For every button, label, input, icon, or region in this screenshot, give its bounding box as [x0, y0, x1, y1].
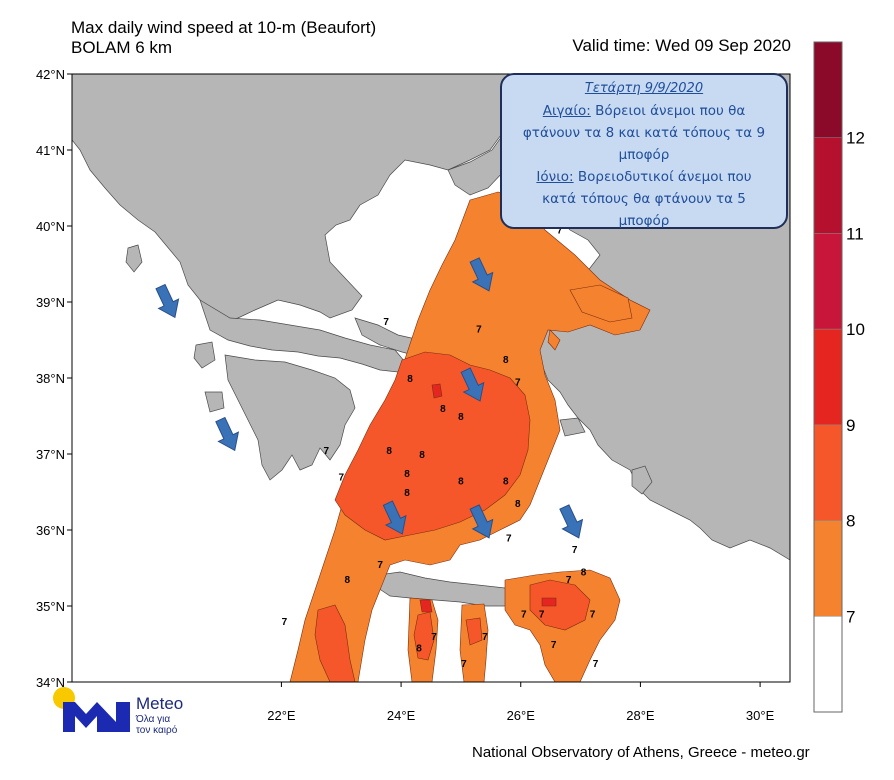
ionian-text-2: κατά τόπους θα φτάνουν τα 5: [542, 191, 746, 207]
contour-label: 7: [377, 560, 383, 571]
contour-label: 7: [539, 609, 545, 620]
lat-label: 34°N: [36, 675, 65, 690]
lat-label: 40°N: [36, 219, 65, 234]
colorbar-label: 9: [846, 416, 855, 435]
logo-tagline-2: τον καιρό: [136, 725, 178, 736]
wind-direction-arrow-icon: [469, 257, 494, 292]
lat-label: 35°N: [36, 599, 65, 614]
lon-label: 30°E: [746, 708, 775, 723]
logo-name: Meteo: [136, 694, 184, 713]
colorbar-label: 11: [846, 224, 864, 243]
wind-direction-arrow-icon: [215, 416, 240, 452]
lon-label: 26°E: [507, 708, 536, 723]
contour-label: 7: [551, 640, 557, 651]
colorbar-segment: [813, 328, 843, 426]
contour-label: 7: [521, 609, 527, 620]
aegean-text-1: Βόρειοι άνεμοι που θα: [590, 103, 746, 119]
contour-label: 8: [503, 355, 509, 366]
contour-label: 8: [419, 450, 425, 461]
contour-label: 8: [407, 374, 413, 385]
ionian-text-1: Βορειοδυτικοί άνεμοι που: [573, 169, 752, 185]
contour-label: 7: [476, 324, 482, 335]
ionian-text-3: μποφόρ: [618, 213, 670, 229]
colorbar: 12 11 10 9 8 7: [813, 41, 865, 713]
contour-labels: 7777878887888788887787787777778777: [282, 218, 599, 670]
lat-label: 39°N: [36, 295, 65, 310]
contour-label: 8: [440, 404, 446, 415]
colorbar-label: 12: [846, 129, 865, 148]
colorbar-segment: [813, 520, 843, 617]
contour-label: 8: [515, 499, 521, 510]
contour-label: 7: [566, 575, 572, 586]
contour-label: 8: [404, 469, 410, 480]
valid-time: Valid time: Wed 09 Sep 2020: [572, 36, 791, 55]
wind-direction-arrow-icon: [460, 367, 485, 402]
contour-label: 8: [386, 446, 392, 457]
contour-label: 7: [482, 632, 488, 643]
contour-label: 7: [506, 533, 512, 544]
wind-level-8: [314, 351, 591, 682]
lon-label: 22°E: [267, 708, 296, 723]
contour-label: 8: [458, 476, 464, 487]
wind-direction-arrow-icon: [382, 500, 407, 535]
meteo-logo-text: Meteo Όλα για τον καιρό: [136, 694, 183, 736]
callout-date: Τετάρτη 9/9/2020: [584, 81, 704, 96]
colorbar-segment: [813, 233, 843, 330]
aegean-text-3: μποφόρ: [618, 147, 670, 163]
forecast-callout: Τετάρτη 9/9/2020 Αιγαίο: Βόρειοι άνεμοι …: [500, 73, 788, 229]
ionian-label: Ιόνιο:: [536, 169, 574, 185]
colorbar-label: 7: [846, 607, 855, 626]
lat-label: 36°N: [36, 523, 65, 538]
contour-label: 8: [344, 575, 350, 586]
longitude-axis: 22°E 24°E 26°E 28°E 30°E: [267, 682, 775, 723]
contour-label: 7: [590, 609, 596, 620]
lon-label: 24°E: [387, 708, 416, 723]
wind-direction-arrow-icon: [559, 504, 584, 539]
contour-label: 7: [431, 632, 437, 643]
wind-level-9: [419, 383, 557, 613]
contour-label: 7: [324, 446, 330, 457]
contour-label: 7: [338, 473, 344, 484]
contour-label: 8: [404, 488, 410, 499]
contour-label: 8: [503, 476, 509, 487]
contour-label: 8: [416, 644, 422, 655]
contour-label: 8: [581, 568, 587, 579]
contour-label: 7: [557, 226, 563, 237]
title-line-2: BOLAM 6 km: [71, 38, 173, 57]
contour-label: 7: [461, 659, 467, 670]
wind-arrows: [155, 257, 584, 539]
footer-credit: National Observatory of Athens, Greece -…: [472, 744, 810, 761]
meteo-m-logo-icon: [53, 687, 130, 732]
colorbar-label: 8: [846, 512, 855, 531]
colorbar-segment: [813, 137, 843, 234]
contour-label: 8: [458, 412, 464, 423]
colorbar-label: 10: [846, 320, 865, 339]
wind-direction-arrow-icon: [469, 504, 494, 539]
logo-tagline-1: Όλα για: [136, 714, 171, 725]
colorbar-segment: [813, 616, 843, 713]
colorbar-segment: [813, 424, 843, 521]
contour-label: 7: [282, 617, 288, 628]
colorbar-segment: [813, 41, 843, 138]
lat-label: 37°N: [36, 447, 65, 462]
contour-label: 7: [593, 659, 599, 670]
aegean-label: Αιγαίο:: [542, 103, 591, 119]
contour-label: 7: [572, 545, 578, 556]
contour-label: 7: [515, 378, 521, 389]
contour-label: 7: [383, 317, 389, 328]
latitude-axis: 42°N 41°N 40°N 39°N 38°N 37°N 36°N 35°N 34°N: [36, 67, 72, 690]
lon-label: 28°E: [626, 708, 655, 723]
wind-direction-arrow-icon: [155, 283, 180, 319]
map-title: Max daily wind speed at 10-m (Beaufort) …: [71, 18, 376, 58]
aegean-text-2: φτάνουν τα 8 και κατά τόπους τα 9: [522, 125, 766, 141]
lat-label: 41°N: [36, 143, 65, 158]
lat-label: 42°N: [36, 67, 65, 82]
title-line-1: Max daily wind speed at 10-m (Beaufort): [71, 18, 377, 37]
lat-label: 38°N: [36, 371, 65, 386]
